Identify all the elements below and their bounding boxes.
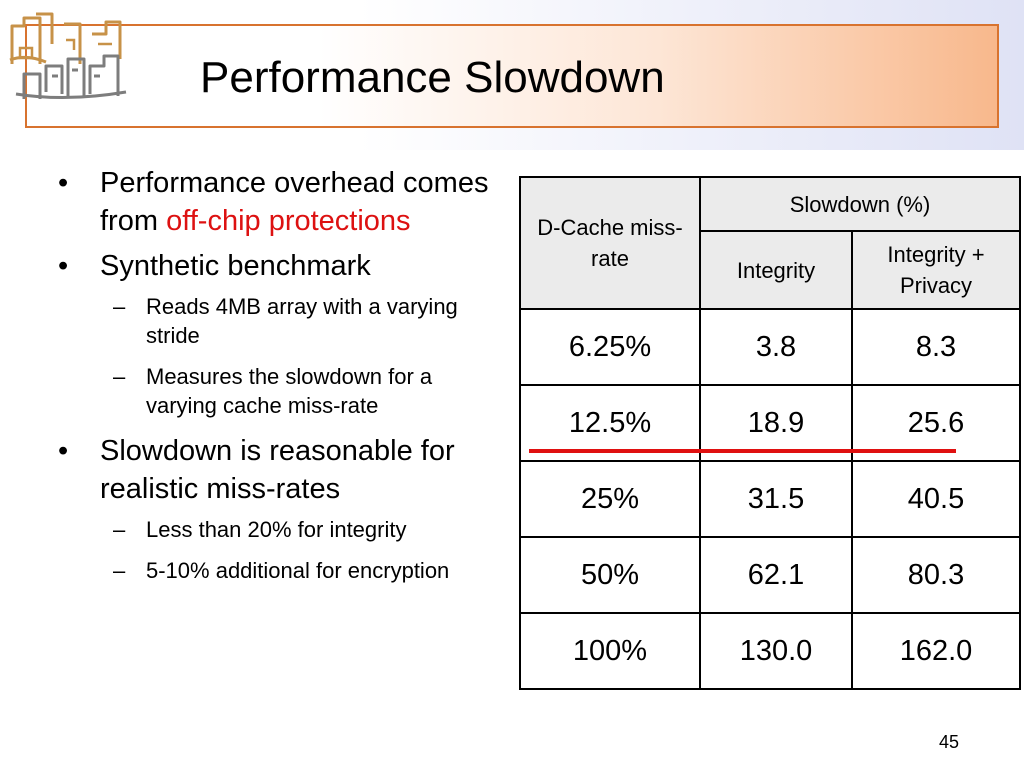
slide-title: Performance Slowdown [200, 53, 665, 102]
bullet-dot-icon: • [58, 250, 69, 282]
cell-integrity: 3.8 [699, 308, 853, 386]
slowdown-table: D-Cache miss-rate Slowdown (%) Integrity… [519, 176, 1021, 690]
sub-bullet-list: – Less than 20% for integrity – 5-10% ad… [100, 515, 508, 585]
page-number: 45 [939, 732, 960, 752]
bullet-text: Performance overhead comes from [100, 167, 489, 237]
sub-bullet-item: – Less than 20% for integrity [58, 515, 508, 544]
sub-bullet-text: Less than 20% for integrity [146, 517, 407, 542]
table-row: 25% 31.5 40.5 [519, 460, 1021, 538]
bullet-text: Slowdown is reasonable for realistic mis… [100, 435, 455, 505]
title-box [25, 24, 999, 128]
cell-integrity: 31.5 [699, 460, 853, 538]
cell-miss-rate: 50% [519, 536, 701, 614]
header-miss-rate: D-Cache miss-rate [519, 176, 701, 310]
bullet-item: • Synthetic benchmark [58, 247, 508, 285]
cell-integrity: 130.0 [699, 612, 853, 690]
header-integrity: Integrity [699, 230, 853, 310]
sub-bullet-text: Measures the slowdown for a varying cach… [146, 364, 433, 418]
table-row: 50% 62.1 80.3 [519, 536, 1021, 614]
cell-miss-rate: 6.25% [519, 308, 701, 386]
cell-integrity-privacy: 162.0 [851, 612, 1021, 690]
dash-icon: – [113, 558, 126, 583]
city-logo-icon [9, 12, 127, 100]
bullet-list: • Performance overhead comes from off-ch… [58, 164, 508, 597]
bullet-dot-icon: • [58, 435, 69, 467]
cell-integrity-privacy: 40.5 [851, 460, 1021, 538]
bullet-text: Synthetic benchmark [100, 250, 371, 282]
bullet-item: • Performance overhead comes from off-ch… [58, 164, 508, 240]
header-integrity-privacy: Integrity + Privacy [851, 230, 1021, 310]
sub-bullet-list: – Reads 4MB array with a varying stride … [100, 292, 508, 420]
highlight-underline [529, 449, 956, 453]
dash-icon: – [113, 517, 126, 542]
sub-bullet-text: 5-10% additional for encryption [146, 558, 450, 583]
cell-miss-rate: 25% [519, 460, 701, 538]
cell-integrity-privacy: 80.3 [851, 536, 1021, 614]
sub-bullet-text: Reads 4MB array with a varying stride [146, 294, 458, 348]
cell-integrity-privacy: 8.3 [851, 308, 1021, 386]
bullet-item: • Slowdown is reasonable for realistic m… [58, 432, 508, 508]
cell-miss-rate: 100% [519, 612, 701, 690]
sub-bullet-item: – Measures the slowdown for a varying ca… [58, 362, 508, 420]
cell-integrity: 62.1 [699, 536, 853, 614]
table-header-row: D-Cache miss-rate Slowdown (%) [519, 176, 1021, 310]
sub-bullet-item: – 5-10% additional for encryption [58, 556, 508, 585]
table-row: 6.25% 3.8 8.3 [519, 308, 1021, 386]
bullet-dot-icon: • [58, 167, 69, 199]
table-row: 100% 130.0 162.0 [519, 612, 1021, 690]
bullet-highlight-text: off-chip protections [166, 205, 411, 237]
sub-bullet-item: – Reads 4MB array with a varying stride [58, 292, 508, 350]
dash-icon: – [113, 294, 126, 319]
header-slowdown-group: Slowdown (%) [699, 176, 1021, 232]
dash-icon: – [113, 364, 126, 389]
table-subheader-row: Integrity Integrity + Privacy [520, 230, 1021, 310]
